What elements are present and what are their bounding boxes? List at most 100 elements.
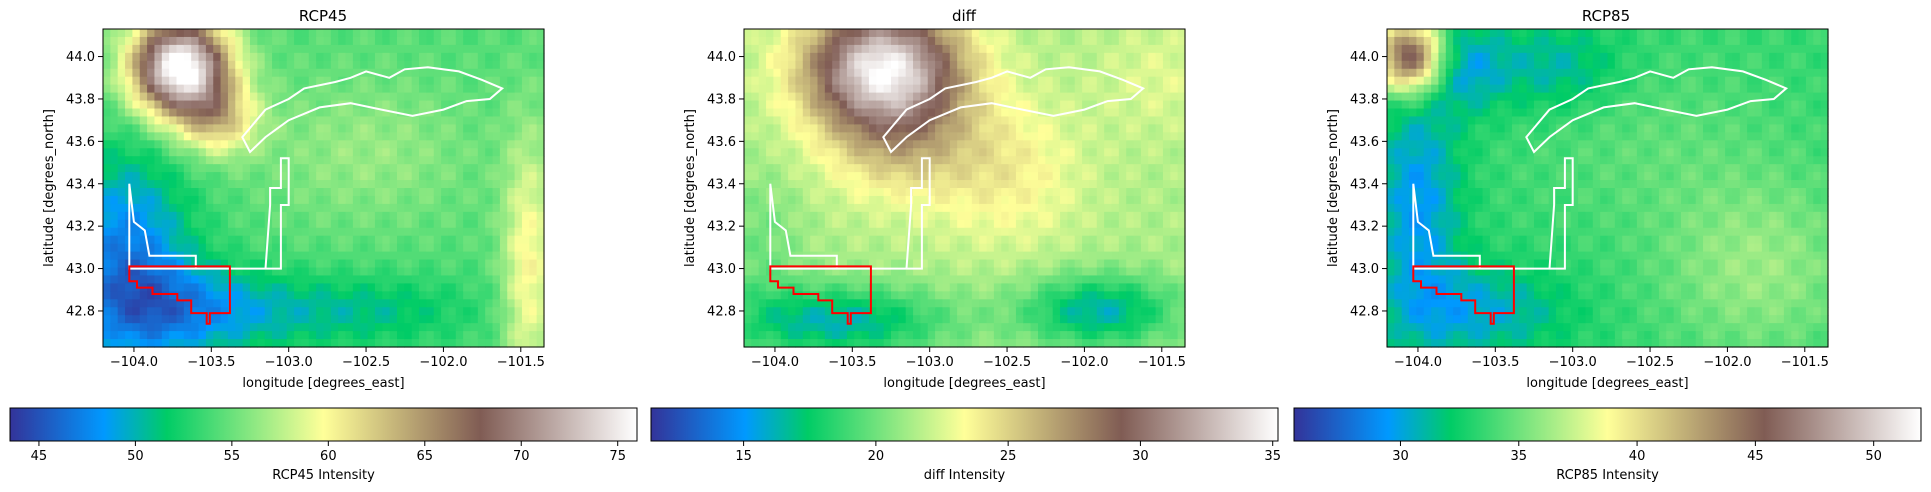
- heatmap-cell: [360, 29, 369, 38]
- heatmap-cell: [1126, 92, 1135, 102]
- heatmap-cell: [529, 331, 538, 340]
- heatmap-cell: [279, 132, 288, 141]
- heatmap-cell: [824, 52, 833, 62]
- heatmap-cell: [154, 140, 163, 149]
- heatmap-cell: [242, 203, 251, 213]
- heatmap-cell: [220, 235, 229, 245]
- heatmap-cell: [154, 275, 163, 284]
- heatmap-cell: [477, 108, 486, 118]
- heatmap-cell: [832, 211, 841, 221]
- heatmap-cell: [521, 140, 530, 149]
- heatmap-cell: [176, 291, 185, 300]
- heatmap-cell: [411, 275, 420, 284]
- heatmap-cell: [935, 36, 944, 46]
- heatmap-cell: [448, 275, 457, 284]
- heatmap-cell: [352, 211, 361, 221]
- heatmap-cell: [1133, 275, 1142, 284]
- heatmap-cell: [308, 140, 317, 149]
- heatmap-cell: [751, 267, 760, 277]
- heatmap-cell: [404, 108, 413, 118]
- heatmap-cell: [352, 92, 361, 102]
- heatmap-cell: [198, 243, 207, 253]
- heatmap-cell: [139, 315, 148, 324]
- heatmap-cell: [183, 211, 192, 221]
- heatmap-cell: [205, 140, 214, 149]
- heatmap-cell: [971, 76, 980, 86]
- heatmap-cell: [419, 227, 427, 237]
- colorbar-tick-label: 30: [1132, 449, 1149, 464]
- heatmap-cell: [301, 299, 310, 308]
- heatmap-cell: [294, 132, 303, 141]
- x-tick-label: −104.0: [110, 355, 158, 370]
- heatmap-cell: [250, 29, 258, 38]
- heatmap-cell: [949, 227, 958, 237]
- heatmap-cell: [264, 44, 273, 54]
- heatmap-cell: [470, 315, 479, 324]
- heatmap-cell: [404, 68, 413, 78]
- heatmap-cell: [220, 275, 229, 284]
- heatmap-cell: [132, 211, 141, 221]
- heatmap-cell: [905, 84, 914, 94]
- heatmap-cell: [986, 195, 995, 205]
- heatmap-cell: [330, 164, 339, 173]
- heatmap-cell: [1148, 219, 1157, 229]
- heatmap-cell: [492, 52, 501, 62]
- heatmap-cell: [1162, 251, 1171, 261]
- heatmap-cell: [1387, 36, 1395, 46]
- heatmap-cell: [367, 100, 376, 110]
- heatmap-cell: [905, 36, 914, 46]
- heatmap-cell: [147, 180, 156, 189]
- heatmap-cell: [338, 275, 347, 284]
- heatmap-cell: [868, 339, 877, 348]
- heatmap-cell: [839, 92, 848, 102]
- heatmap-cell: [1074, 100, 1083, 110]
- heatmap-cell: [198, 116, 207, 125]
- heatmap-cell: [1177, 267, 1186, 277]
- heatmap-cell: [330, 148, 339, 157]
- heatmap-cell: [419, 76, 427, 86]
- heatmap-cell: [824, 219, 833, 229]
- heatmap-cell: [448, 219, 457, 229]
- heatmap-cell: [1126, 100, 1135, 110]
- heatmap-cell: [1096, 195, 1105, 205]
- heatmap-cell: [1030, 132, 1039, 141]
- heatmap-cell: [536, 60, 545, 70]
- heatmap-cell: [213, 195, 222, 205]
- heatmap-cell: [514, 164, 523, 173]
- heatmap-cell: [308, 148, 317, 157]
- heatmap-cell: [846, 29, 855, 38]
- heatmap-cell: [323, 243, 332, 253]
- heatmap-cell: [1162, 307, 1171, 316]
- heatmap-cell: [125, 36, 133, 46]
- heatmap-cell: [272, 156, 280, 165]
- heatmap-cell: [419, 243, 427, 253]
- heatmap-cell: [758, 116, 767, 125]
- heatmap-cell: [795, 195, 804, 205]
- heatmap-cell: [1126, 29, 1135, 38]
- heatmap-cell: [1074, 68, 1083, 78]
- heatmap-cell: [876, 68, 885, 78]
- heatmap-cell: [1162, 259, 1171, 269]
- heatmap-cell: [352, 124, 361, 133]
- heatmap-cell: [286, 172, 295, 181]
- heatmap-cell: [876, 188, 885, 197]
- heatmap-cell: [389, 243, 398, 253]
- heatmap-cell: [824, 188, 833, 197]
- heatmap-cell: [1074, 84, 1083, 94]
- heatmap-cell: [301, 275, 310, 284]
- heatmap-cell: [758, 29, 767, 38]
- heatmap-cell: [485, 275, 494, 284]
- heatmap-cell: [1023, 339, 1032, 348]
- heatmap-cell: [1082, 235, 1091, 245]
- heatmap-cell: [1052, 275, 1061, 284]
- heatmap-cell: [949, 331, 958, 340]
- heatmap-cell: [514, 92, 523, 102]
- heatmap-cell: [441, 235, 450, 245]
- heatmap-cell: [832, 44, 841, 54]
- heatmap-cell: [876, 92, 885, 102]
- heatmap-cell: [957, 172, 966, 181]
- heatmap-cell: [1067, 299, 1076, 308]
- heatmap-cell: [1082, 100, 1091, 110]
- heatmap-cell: [382, 251, 391, 261]
- heatmap-cell: [920, 36, 929, 46]
